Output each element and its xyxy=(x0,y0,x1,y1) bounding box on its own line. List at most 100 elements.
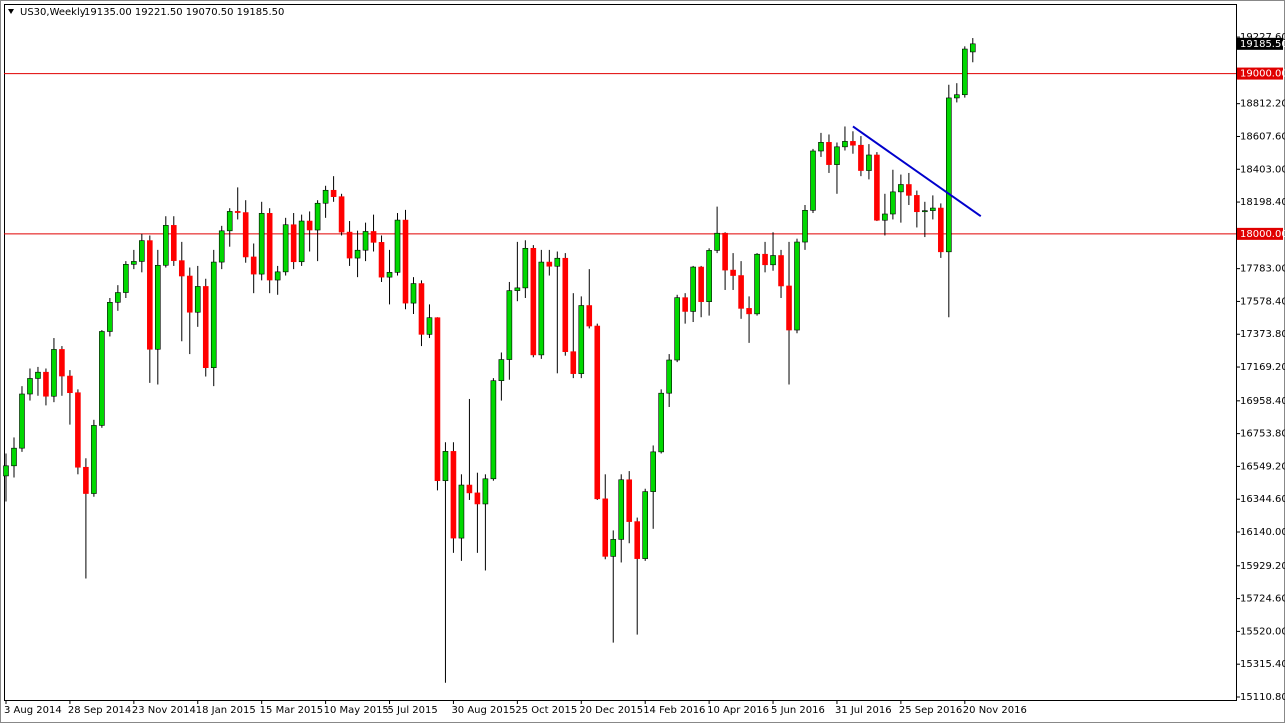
y-tick-label: 16549.20 xyxy=(1240,461,1285,472)
candle-body xyxy=(163,225,169,266)
y-tick-label: 15929.20 xyxy=(1240,561,1285,572)
last-price-label: 19185.50 xyxy=(1240,39,1285,50)
candle-body xyxy=(754,253,760,315)
plot-frame xyxy=(4,4,1237,701)
candle-body xyxy=(226,211,233,232)
candle-body xyxy=(250,256,257,275)
candle-body xyxy=(426,317,433,335)
candle-body xyxy=(75,392,81,468)
y-tick-label: 15315.40 xyxy=(1240,659,1285,670)
candle-body xyxy=(178,260,185,277)
candle-body xyxy=(27,378,33,395)
candle-body xyxy=(354,249,361,259)
y-tick-label: 15110.80 xyxy=(1240,692,1285,703)
x-tick-label: 10 May 2015 xyxy=(324,705,389,716)
y-tick-label: 18812.20 xyxy=(1240,99,1285,110)
menu-arrow[interactable] xyxy=(8,9,14,14)
candle-body xyxy=(330,189,337,197)
candle-body xyxy=(298,220,305,263)
level-tag xyxy=(1237,227,1283,240)
candle-body xyxy=(594,325,601,500)
candle-body xyxy=(554,257,561,267)
candle-body xyxy=(410,283,417,304)
candle-body xyxy=(842,141,848,148)
y-tick-label: 15724.60 xyxy=(1240,594,1285,605)
candle-body xyxy=(850,141,856,146)
candle-body xyxy=(147,240,153,350)
candle-body xyxy=(578,305,585,374)
candle-body xyxy=(490,380,497,480)
candle-body xyxy=(810,150,816,211)
candle-body xyxy=(778,255,784,287)
candle-body xyxy=(858,144,864,171)
candle-body xyxy=(242,212,249,258)
x-tick-label: 25 Sep 2016 xyxy=(899,705,962,716)
candle-body xyxy=(682,297,688,312)
candle-body xyxy=(35,371,41,379)
candle-body xyxy=(258,213,265,275)
candle-body xyxy=(770,255,776,266)
symbol-label: US30,Weekly xyxy=(20,7,86,18)
candle-body xyxy=(402,219,409,304)
candle-body xyxy=(834,146,840,165)
candle-body xyxy=(618,479,625,540)
x-tick-label: 5 Jun 2016 xyxy=(771,705,825,716)
y-tick-label: 16140.00 xyxy=(1240,527,1285,538)
candle-body xyxy=(370,231,377,243)
candle-body xyxy=(722,232,728,271)
x-tick-label: 31 Jul 2016 xyxy=(835,705,892,716)
candle-body xyxy=(450,451,457,539)
ohlc-label: 19135.00 19221.50 19070.50 19185.50 xyxy=(84,7,284,18)
y-tick-label: 17373.80 xyxy=(1240,329,1285,340)
y-tick-label: 19227.60 xyxy=(1240,32,1285,43)
candle-body xyxy=(826,142,832,165)
y-tick-label: 18607.60 xyxy=(1240,131,1285,142)
candle-body xyxy=(570,351,577,374)
y-tick-label: 16344.60 xyxy=(1240,494,1285,505)
candle-body xyxy=(690,266,696,312)
candle-body xyxy=(546,261,553,267)
candle-body xyxy=(186,275,193,313)
candle-body xyxy=(155,264,161,350)
candle-body xyxy=(466,484,473,494)
candle-body xyxy=(738,275,744,309)
candle-body xyxy=(43,371,49,397)
candle-body xyxy=(514,287,521,291)
candle-body xyxy=(586,305,593,327)
candle-body xyxy=(898,184,904,193)
candle-body xyxy=(474,492,481,505)
candle-body xyxy=(506,290,513,360)
candle-body xyxy=(394,219,401,273)
candle-body xyxy=(91,425,97,494)
candle-body xyxy=(961,48,968,96)
y-tick-label: 17578.40 xyxy=(1240,296,1285,307)
candle-body xyxy=(19,393,25,449)
candle-body xyxy=(107,302,113,332)
x-tick-label: 25 Oct 2015 xyxy=(515,705,577,716)
y-tick-label: 16753.80 xyxy=(1240,429,1285,440)
candle-body xyxy=(922,210,928,213)
candle-body xyxy=(458,484,465,539)
y-tick-label: 18403.00 xyxy=(1240,164,1285,175)
candle-body xyxy=(83,466,89,494)
level-label: 18000.00 xyxy=(1240,229,1285,240)
candle-body xyxy=(218,230,225,263)
candle-body xyxy=(123,264,129,293)
candle-body xyxy=(434,317,441,482)
candle-body xyxy=(482,478,489,505)
candle-body xyxy=(969,43,976,53)
candle-body xyxy=(954,94,960,99)
x-tick-label: 28 Sep 2014 xyxy=(68,705,131,716)
candle-body xyxy=(498,359,505,381)
candle-body xyxy=(730,269,736,276)
candle-body xyxy=(418,283,425,335)
candle-body xyxy=(706,250,712,302)
y-tick-label: 15520.00 xyxy=(1240,626,1285,637)
candle-body xyxy=(906,184,912,196)
candle-body xyxy=(914,195,920,213)
y-tick-label: 18198.40 xyxy=(1240,197,1285,208)
candle-body xyxy=(3,465,9,477)
candle-body xyxy=(818,142,824,152)
candle-body xyxy=(234,211,241,213)
candle-body xyxy=(131,261,137,265)
